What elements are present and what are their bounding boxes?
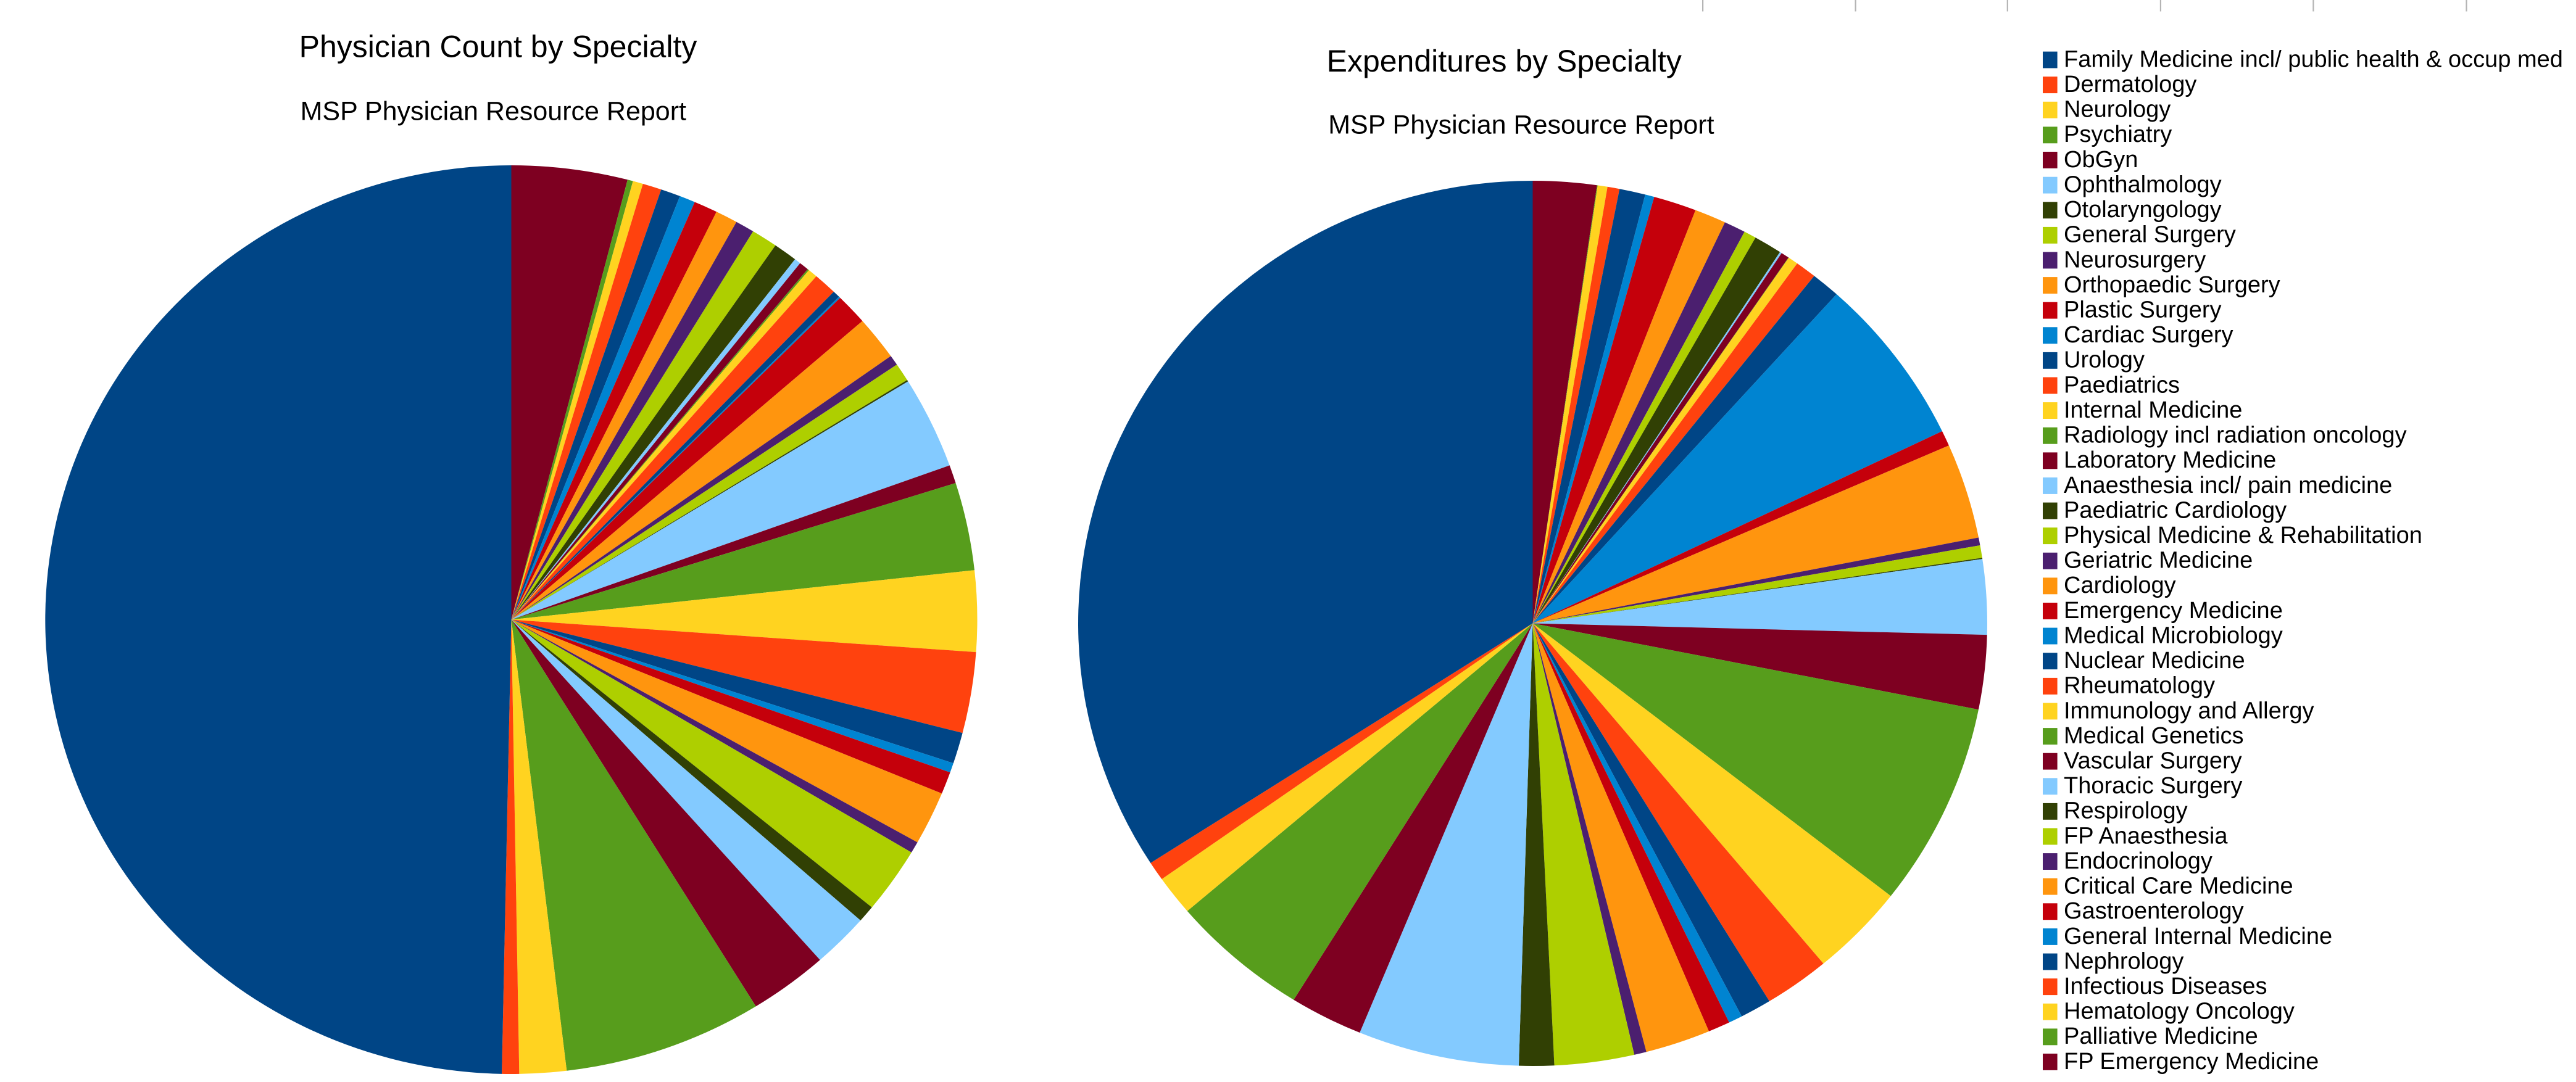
svg-text:Plastic Surgery: Plastic Surgery: [2064, 297, 2222, 323]
svg-text:Neurology: Neurology: [2064, 97, 2171, 123]
svg-text:Urology: Urology: [2064, 347, 2145, 373]
svg-text:Physical Medicine & Rehabilita: Physical Medicine & Rehabilitation: [2064, 522, 2422, 548]
svg-text:Paediatric Cardiology: Paediatric Cardiology: [2064, 497, 2287, 523]
svg-text:Dermatology: Dermatology: [2064, 72, 2196, 97]
svg-text:MSP Physician Resource Report: MSP Physician Resource Report: [1328, 110, 1714, 140]
svg-text:Immunology and Allergy: Immunology and Allergy: [2064, 698, 2314, 724]
svg-text:Palliative Medicine: Palliative Medicine: [2064, 1023, 2258, 1049]
svg-text:Anaesthesia incl/ pain medicin: Anaesthesia incl/ pain medicine: [2064, 473, 2392, 498]
svg-text:Radiology incl radiation oncol: Radiology incl radiation oncology: [2064, 423, 2407, 448]
svg-text:Infectious Diseases: Infectious Diseases: [2064, 973, 2267, 999]
svg-text:Gastroenterology: Gastroenterology: [2064, 898, 2244, 924]
svg-text:Vascular Surgery: Vascular Surgery: [2064, 748, 2242, 774]
svg-text:Medical Microbiology: Medical Microbiology: [2064, 622, 2283, 648]
svg-text:Ophthalmology: Ophthalmology: [2064, 172, 2222, 198]
svg-text:Neurosurgery: Neurosurgery: [2064, 247, 2206, 273]
svg-text:Thoracic Surgery: Thoracic Surgery: [2064, 773, 2242, 799]
svg-text:Family Medicine incl/ public h: Family Medicine incl/ public health & oc…: [2064, 46, 2563, 72]
svg-text:Cardiology: Cardiology: [2064, 572, 2176, 598]
svg-text:Laboratory Medicine: Laboratory Medicine: [2064, 447, 2276, 473]
svg-text:FP Anaesthesia: FP Anaesthesia: [2064, 823, 2228, 849]
svg-text:Geriatric Medicine: Geriatric Medicine: [2064, 548, 2253, 574]
svg-text:Cardiac Surgery: Cardiac Surgery: [2064, 322, 2233, 348]
svg-text:Orthopaedic Surgery: Orthopaedic Surgery: [2064, 272, 2280, 298]
svg-text:Psychiatry: Psychiatry: [2064, 122, 2172, 147]
svg-text:Respirology: Respirology: [2064, 798, 2188, 824]
svg-text:Emergency Medicine: Emergency Medicine: [2064, 598, 2283, 624]
svg-text:Internal Medicine: Internal Medicine: [2064, 397, 2242, 423]
svg-text:Endocrinology: Endocrinology: [2064, 848, 2212, 874]
svg-text:FP Emergency Medicine: FP Emergency Medicine: [2064, 1049, 2319, 1075]
svg-text:Paediatrics: Paediatrics: [2064, 372, 2180, 398]
svg-text:Otolaryngology: Otolaryngology: [2064, 197, 2222, 223]
svg-text:Nuclear Medicine: Nuclear Medicine: [2064, 648, 2245, 674]
svg-text:Rheumatology: Rheumatology: [2064, 673, 2215, 699]
svg-text:Physician Count by Specialty: Physician Count by Specialty: [299, 29, 697, 64]
svg-text:Expenditures by Specialty: Expenditures by Specialty: [1327, 44, 1682, 78]
svg-text:Hematology Oncology: Hematology Oncology: [2064, 999, 2295, 1025]
svg-text:General Surgery: General Surgery: [2064, 222, 2236, 248]
svg-text:Nephrology: Nephrology: [2064, 948, 2183, 974]
svg-text:General Internal Medicine: General Internal Medicine: [2064, 923, 2332, 949]
svg-text:Medical Genetics: Medical Genetics: [2064, 723, 2243, 749]
svg-text:MSP Physician Resource Report: MSP Physician Resource Report: [301, 97, 686, 126]
svg-text:ObGyn: ObGyn: [2064, 147, 2138, 173]
svg-text:Critical Care Medicine: Critical Care Medicine: [2064, 873, 2293, 899]
